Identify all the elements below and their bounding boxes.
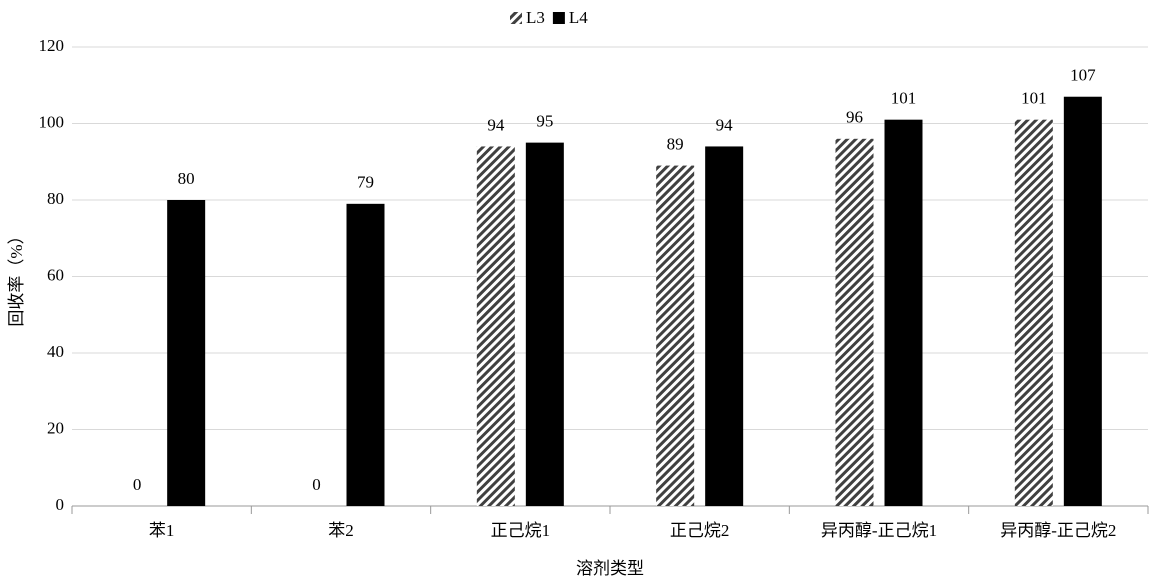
x-tick-label: 苯1 [149, 521, 175, 540]
data-label: 96 [846, 108, 863, 127]
x-tick-label: 正己烷2 [670, 521, 730, 540]
data-label: 95 [536, 112, 553, 131]
legend-swatch [510, 12, 522, 24]
bar [167, 200, 206, 506]
bar [835, 138, 874, 507]
bar [476, 146, 515, 506]
data-label: 101 [1021, 89, 1047, 108]
y-tick-label: 0 [56, 495, 65, 514]
y-tick-label: 80 [47, 189, 64, 208]
bar [1014, 119, 1053, 507]
data-label: 101 [891, 89, 917, 108]
bar [656, 165, 695, 506]
bar [705, 146, 744, 506]
y-tick-label: 100 [39, 112, 65, 131]
legend-label: L4 [569, 8, 588, 27]
y-tick-label: 40 [47, 342, 64, 361]
bar [525, 142, 564, 506]
legend-swatch [552, 12, 565, 24]
data-label: 79 [357, 173, 374, 192]
bar [346, 203, 385, 506]
x-tick-label: 正己烷1 [491, 521, 551, 540]
y-tick-label: 120 [39, 36, 65, 55]
bar [884, 119, 923, 507]
data-label: 94 [716, 115, 734, 134]
data-label: 89 [667, 134, 684, 153]
x-axis-title: 溶剂类型 [576, 559, 644, 578]
data-label: 0 [133, 475, 142, 494]
x-tick-label: 苯2 [328, 521, 354, 540]
y-axis-title: 回收率（%） [7, 227, 26, 326]
x-tick-label: 异丙醇-正己烷1 [821, 521, 937, 540]
y-tick-label: 20 [47, 418, 64, 437]
bar [1063, 96, 1102, 506]
legend-label: L3 [526, 8, 545, 27]
data-label: 80 [178, 169, 195, 188]
y-tick-label: 60 [47, 265, 64, 284]
data-label: 107 [1070, 66, 1096, 85]
data-label: 0 [312, 475, 321, 494]
data-label: 94 [487, 115, 505, 134]
x-tick-label: 异丙醇-正己烷2 [1000, 521, 1116, 540]
